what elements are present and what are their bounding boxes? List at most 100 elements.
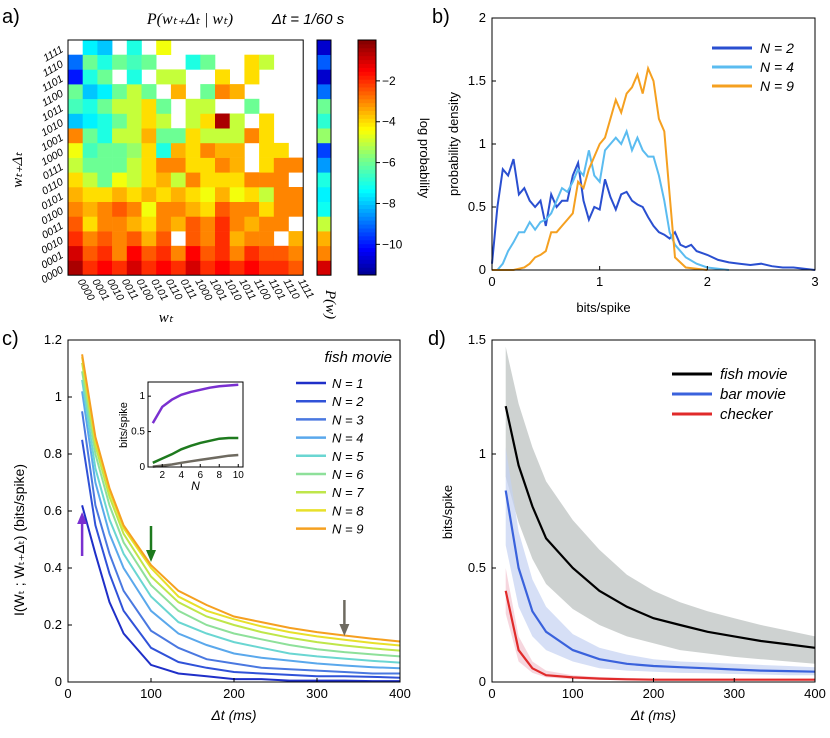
heatmap-cell [244, 260, 260, 276]
heatmap-cell [259, 201, 275, 217]
inset-x-tick-label: 10 [233, 470, 245, 481]
heatmap-cell [82, 98, 98, 114]
colorbar-segment [358, 196, 376, 202]
heatmap-cell [112, 113, 128, 129]
x-tick-label: 3 [811, 274, 818, 289]
heatmap-cell [244, 54, 260, 70]
heatmap-cell [170, 187, 186, 202]
heatmap-cell [229, 201, 245, 217]
heatmap-cell [200, 260, 216, 276]
colorbar-segment [358, 94, 376, 100]
heatmap-cell [97, 187, 113, 202]
marginal-cell [317, 69, 331, 85]
heatmap-cell [273, 142, 289, 158]
heatmap-cell [112, 128, 128, 144]
legend-title: fish movie [324, 349, 392, 366]
series-line [504, 590, 815, 681]
heatmap-cell [170, 260, 186, 276]
colorbar-segment [358, 71, 376, 76]
colorbar-tick-label: −10 [382, 237, 403, 251]
heatmap-cell [259, 231, 275, 247]
heatmap-cell [82, 142, 98, 158]
series-line [491, 158, 816, 271]
heatmap-cell [259, 113, 275, 129]
heatmap-cell [68, 231, 83, 247]
heatmap-cell [215, 84, 230, 100]
colorbar-segment [358, 63, 376, 68]
colorbar-segment [358, 220, 376, 225]
heatmap-cell [259, 142, 275, 158]
heatmap-cell [156, 216, 172, 232]
heatmap-cell [68, 69, 83, 85]
x-tick-label: 0 [488, 686, 495, 701]
heatmap-cell [185, 172, 201, 188]
colorbar-segment [358, 161, 376, 166]
y-tick-label: 2 [479, 10, 486, 25]
y-tick-label: 1 [479, 446, 486, 461]
series-line [81, 379, 401, 664]
series-line [492, 128, 730, 271]
heatmap-cell [126, 216, 142, 232]
heatmap-cell [185, 142, 201, 158]
heatmap-cell [156, 187, 172, 202]
marginal-cell [317, 54, 331, 70]
heatmap-cell [126, 172, 142, 188]
colorbar-segment [358, 40, 376, 45]
heatmap-cell [170, 172, 186, 188]
heatmap-cell [82, 260, 98, 276]
heatmap-cell [126, 260, 142, 276]
colorbar-segment [358, 83, 376, 88]
heatmap-cell [112, 245, 128, 261]
colorbar-segment [358, 255, 376, 260]
series-line [81, 411, 400, 675]
marginal-cell [317, 113, 331, 129]
colorbar-segment [358, 75, 376, 80]
colorbar-segment [358, 267, 376, 272]
heatmap-cell [215, 216, 230, 232]
colorbar-segment [358, 192, 376, 198]
heatmap-cell [273, 216, 289, 232]
heatmap-cell [82, 245, 98, 261]
heatmap-cell [200, 113, 216, 129]
heatmap-cell [200, 187, 216, 202]
colorbar-segment [358, 79, 376, 84]
heatmap-cell [156, 113, 172, 129]
colorbar-segment [358, 271, 376, 276]
y-tick-label: 0 [479, 262, 486, 277]
heatmap-cell [141, 216, 157, 232]
heatmap-cell [259, 187, 275, 202]
panel-a-dt-label: Δt = 1/60 s [271, 11, 345, 28]
colorbar-segment [358, 239, 376, 245]
series-line [81, 439, 401, 679]
legend-label: N = 2 [332, 394, 364, 409]
colorbar-segment [358, 247, 376, 252]
heatmap-cell [200, 98, 216, 114]
heatmap-cell [156, 69, 172, 85]
colorbar-segment [358, 98, 376, 104]
heatmap-cell [68, 142, 83, 158]
heatmap-cell [82, 187, 98, 202]
heatmap-frame [67, 39, 304, 276]
heatmap-cell [215, 187, 230, 202]
inset-x-tick-label: 4 [178, 470, 184, 481]
panel-b-label: b) [432, 6, 450, 28]
colorbar-segment [358, 102, 376, 108]
inset-x-label: N [191, 479, 200, 493]
marginal-cell [317, 142, 331, 158]
heatmap-cell [68, 201, 83, 217]
heatmap-cell [97, 84, 113, 100]
heatmap-cell [244, 245, 260, 261]
colorbar-segment [358, 169, 376, 174]
heatmap-cell [259, 157, 275, 173]
heatmap-cell [112, 260, 128, 276]
colorbar-segment [358, 67, 376, 72]
heatmap-cell [288, 157, 304, 173]
colorbar-tick-label: −6 [382, 156, 396, 170]
inset-background [148, 382, 243, 467]
heatmap-cell [244, 187, 260, 202]
inset-frame [147, 381, 244, 468]
colorbar-tick-label: −4 [382, 115, 396, 129]
heatmap-cell [229, 245, 245, 261]
heatmap-cell [200, 201, 216, 217]
series-line [504, 490, 816, 673]
